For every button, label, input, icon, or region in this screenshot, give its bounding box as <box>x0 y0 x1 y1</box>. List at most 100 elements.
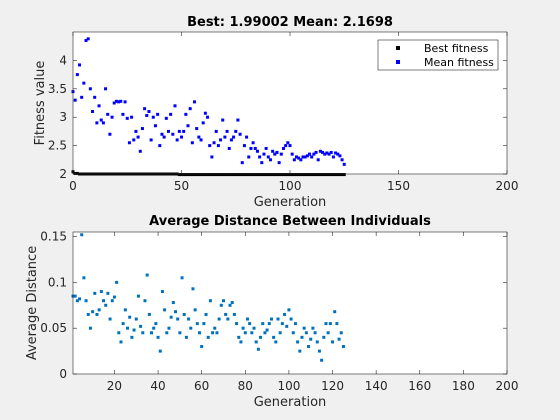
fitness-data-point <box>232 173 236 177</box>
distance-data-point <box>82 276 86 280</box>
distance-data-point <box>228 303 232 307</box>
fitness-data-point <box>334 173 338 177</box>
distance-data-point <box>180 276 184 280</box>
distance-data-point <box>171 301 175 305</box>
fitness-data-point <box>190 173 194 177</box>
distance-data-point <box>193 308 197 312</box>
fitness-data-point <box>260 161 264 165</box>
distance-data-point <box>298 349 302 353</box>
distance-data-point <box>322 335 326 339</box>
fitness-data-point <box>216 144 220 148</box>
fitness-axes-box <box>72 31 508 175</box>
distance-data-point <box>147 312 151 316</box>
distance-data-point <box>134 317 138 321</box>
fitness-data-point <box>193 173 197 177</box>
distance-data-point <box>285 324 289 328</box>
fitness-data-point <box>264 173 268 177</box>
distance-y-tick-label: 0 <box>59 367 67 381</box>
fitness-data-point <box>184 173 188 177</box>
distance-data-point <box>278 331 282 335</box>
distance-data-point <box>274 340 278 344</box>
distance-series <box>71 233 345 362</box>
fitness-data-point <box>288 173 292 177</box>
fitness-data-point <box>199 138 203 142</box>
distance-data-point <box>130 335 134 339</box>
fitness-data-point <box>201 121 205 125</box>
distance-data-point <box>165 331 169 335</box>
fitness-data-point <box>197 135 201 139</box>
fitness-data-point <box>182 129 186 133</box>
distance-y-tick-label: 0.15 <box>40 230 67 244</box>
distance-data-point <box>136 294 140 298</box>
fitness-data-point <box>247 173 251 177</box>
distance-data-point <box>108 317 112 321</box>
distance-data-point <box>245 317 249 321</box>
distance-data-point <box>117 331 121 335</box>
fitness-data-point <box>177 173 181 177</box>
fitness-data-point <box>158 144 162 148</box>
distance-data-point <box>254 340 258 344</box>
fitness-data-point <box>121 112 125 116</box>
distance-data-point <box>250 331 254 335</box>
legend-marker-mean-fitness <box>396 60 400 64</box>
fitness-data-point <box>336 152 340 156</box>
distance-data-point <box>291 331 295 335</box>
fitness-y-tick-label: 4 <box>59 53 67 67</box>
distance-data-point <box>110 299 114 303</box>
fitness-x-axis-label: Generation <box>254 195 327 210</box>
fitness-data-point <box>271 149 275 153</box>
fitness-data-point <box>251 141 255 145</box>
fitness-data-point <box>156 112 160 116</box>
fitness-data-point <box>193 100 197 104</box>
distance-data-point <box>337 337 341 341</box>
distance-data-point <box>152 326 156 330</box>
fitness-y-axis-label: Fitness value <box>33 61 48 146</box>
fitness-data-point <box>260 173 264 177</box>
fitness-data-point <box>184 112 188 116</box>
fitness-data-point <box>299 173 303 177</box>
fitness-data-point <box>203 111 207 115</box>
fitness-data-point <box>245 135 249 139</box>
fitness-data-point <box>284 144 288 148</box>
fitness-data-point <box>82 81 86 85</box>
distance-y-tick-label: 0.05 <box>40 321 67 335</box>
fitness-data-point <box>301 155 305 159</box>
fitness-data-point <box>240 161 244 165</box>
distance-data-point <box>182 312 186 316</box>
fitness-data-point <box>314 150 318 154</box>
distance-data-point <box>88 326 92 330</box>
distance-data-point <box>115 280 119 284</box>
fitness-data-point <box>290 173 294 177</box>
fitness-data-point <box>136 135 140 139</box>
fitness-data-point <box>75 171 79 175</box>
fitness-data-point <box>125 116 129 120</box>
fitness-data-point <box>221 118 225 122</box>
distance-data-point <box>263 331 267 335</box>
fitness-data-point <box>201 173 205 177</box>
fitness-x-tick-label: 150 <box>387 179 410 193</box>
fitness-data-point <box>225 129 229 133</box>
fitness-data-point <box>188 107 192 111</box>
distance-data-point <box>174 310 177 314</box>
fitness-data-point <box>308 152 312 156</box>
fitness-data-point <box>197 173 201 177</box>
distance-data-point <box>276 317 280 321</box>
fitness-data-point <box>321 173 325 177</box>
distance-data-point <box>154 322 158 326</box>
fitness-data-point <box>151 115 155 119</box>
fitness-data-point <box>273 152 277 156</box>
distance-data-point <box>95 312 99 316</box>
fitness-data-point <box>88 87 92 91</box>
fitness-data-point <box>242 144 246 148</box>
distance-axes: Average Distance Between Individuals Gen… <box>25 214 518 410</box>
distance-data-point <box>86 312 90 316</box>
fitness-data-point <box>327 152 331 156</box>
distance-data-point <box>97 308 101 312</box>
fitness-data-point <box>177 129 181 133</box>
fitness-data-point <box>338 154 342 158</box>
fitness-data-point <box>101 121 105 125</box>
distance-data-point <box>335 322 339 326</box>
distance-data-point <box>197 331 201 335</box>
fitness-data-point <box>223 135 227 139</box>
fitness-data-point <box>173 104 177 108</box>
